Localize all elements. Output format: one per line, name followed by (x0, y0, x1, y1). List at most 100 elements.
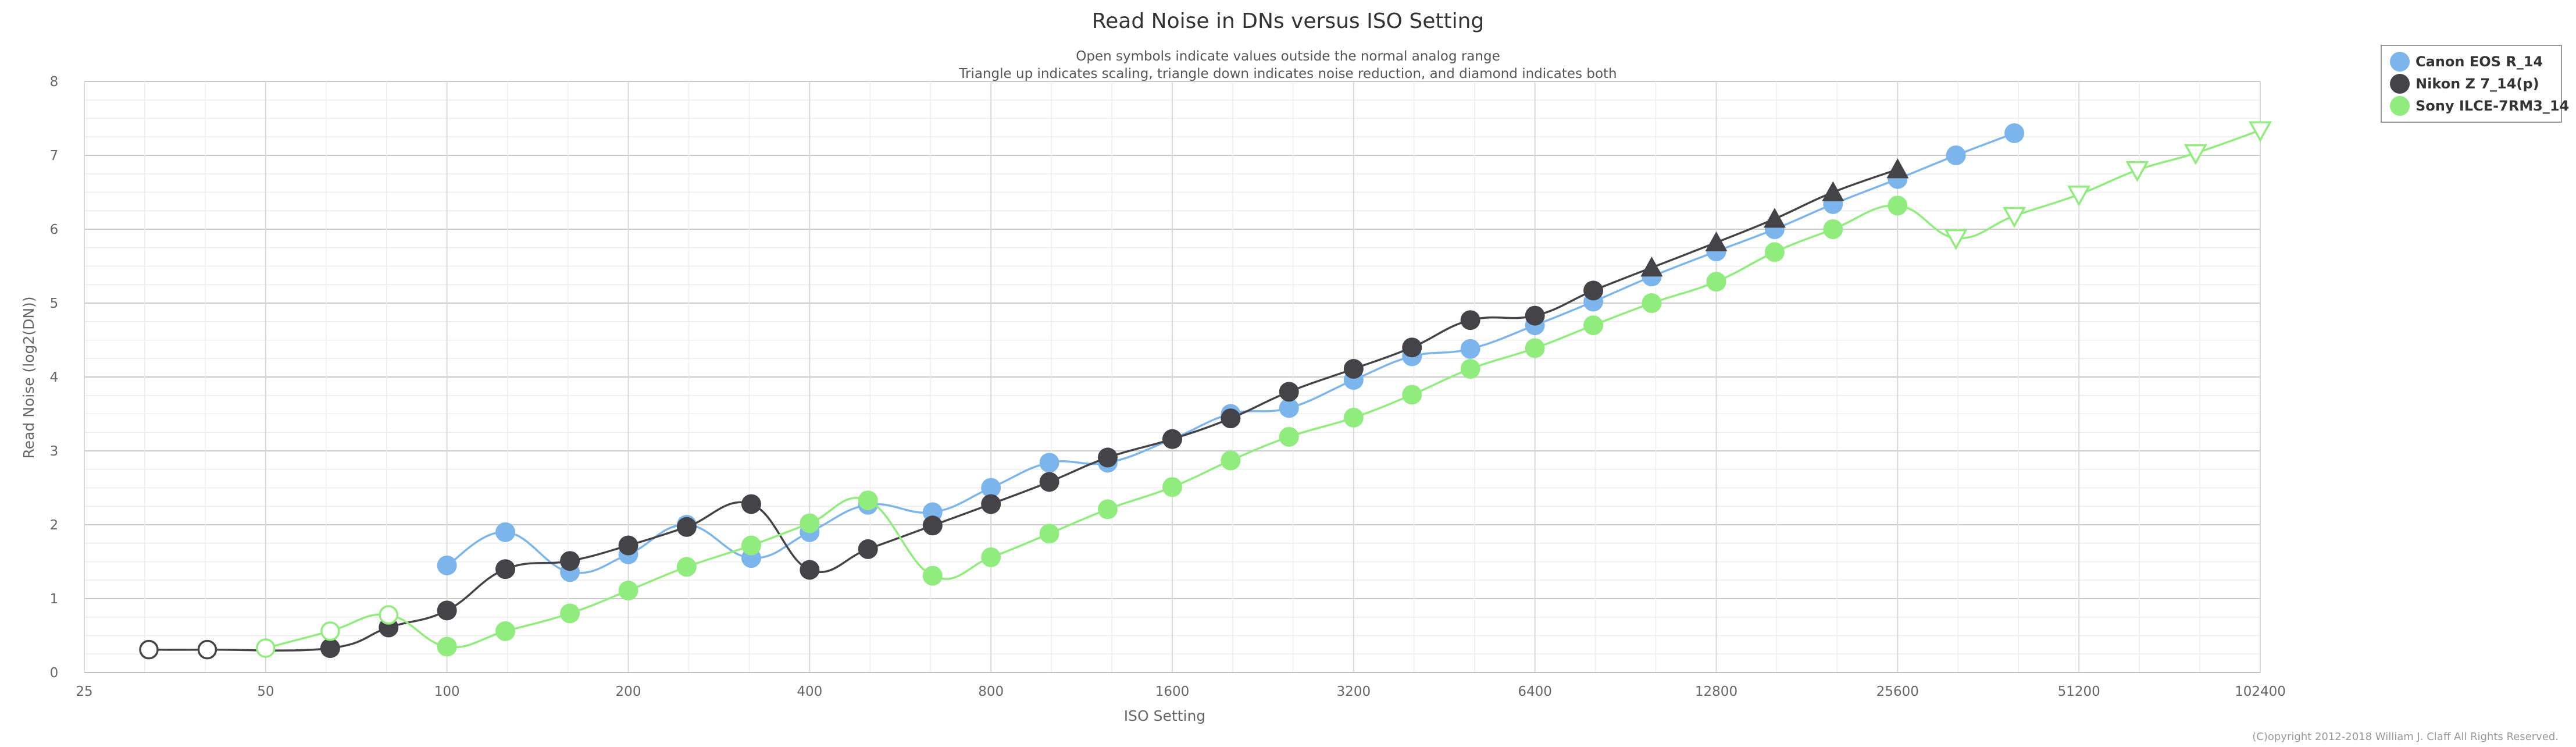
legend-item-canon[interactable]: Canon EOS R_14 (2390, 52, 2543, 72)
y-tick-label: 8 (50, 74, 59, 90)
data-point (1583, 315, 1604, 336)
y-tick-label: 7 (50, 148, 59, 163)
data-point (618, 581, 638, 601)
data-point (437, 636, 457, 657)
data-point (495, 621, 516, 641)
data-point (1343, 359, 1364, 379)
data-point (858, 490, 878, 511)
x-tick-label: 50 (257, 684, 274, 699)
chart-subtitle-line-1: Open symbols indicate values outside the… (1076, 49, 1500, 64)
data-point-open (139, 639, 159, 660)
data-point-triangle-up (1640, 257, 1663, 277)
data-point (1279, 382, 1299, 402)
data-point (560, 603, 580, 624)
legend-label-nikon: Nikon Z 7_14(p) (2416, 76, 2539, 92)
data-point (437, 600, 457, 621)
data-point (1039, 453, 1059, 473)
series-sony (256, 121, 2272, 658)
data-point (1525, 338, 1545, 358)
data-point-triangle-up (1763, 208, 1786, 228)
data-point-triangle-down-open (2125, 161, 2149, 183)
data-point-open (379, 605, 399, 625)
axes: 25 50 100 200 400 800 1600 3200 6400 12800 25600 51… (50, 74, 2286, 699)
x-tick-label: 1600 (1155, 684, 1190, 699)
data-point (922, 515, 943, 536)
data-point (800, 560, 820, 580)
data-point (437, 555, 457, 575)
data-point (495, 522, 516, 542)
legend-item-sony[interactable]: Sony ILCE-7RM3_14 (2390, 96, 2569, 116)
data-point (1888, 195, 1908, 216)
x-axis-title: ISO Setting (1124, 707, 1205, 724)
data-point (1642, 293, 1662, 313)
data-point (1097, 447, 1118, 468)
chart-subtitle-line-2: Triangle up indicates scaling, triangle … (958, 66, 1617, 81)
legend-box (2381, 45, 2562, 123)
data-point-triangle-down-open (2249, 121, 2272, 143)
legend-label-canon: Canon EOS R_14 (2416, 54, 2543, 70)
x-tick-label: 200 (616, 684, 641, 699)
data-point (1039, 524, 1059, 544)
data-point (1221, 408, 1241, 429)
data-point (1460, 339, 1480, 359)
data-point (1279, 426, 1299, 447)
legend-marker-nikon (2390, 74, 2410, 94)
data-point (1221, 450, 1241, 471)
x-tick-label: 25 (76, 684, 92, 699)
y-tick-label: 3 (50, 444, 59, 459)
data-point-triangle-down-open (2003, 207, 2026, 228)
data-point (1343, 407, 1364, 428)
data-point (1583, 280, 1604, 301)
x-tick-label: 3200 (1337, 684, 1371, 699)
x-tick-label: 6400 (1518, 684, 1552, 699)
chart-title: Read Noise in DNs versus ISO Setting (1092, 9, 1485, 33)
data-point (741, 535, 761, 556)
data-point-triangle-up (1705, 231, 1728, 252)
x-tick-label: 400 (797, 684, 822, 699)
data-point (922, 565, 943, 586)
data-point (1764, 242, 1785, 262)
legend-item-nikon[interactable]: Nikon Z 7_14(p) (2390, 74, 2539, 94)
data-point (1162, 477, 1182, 497)
data-point (858, 539, 878, 559)
data-point-triangle-down-open (2067, 185, 2091, 207)
data-point (981, 547, 1001, 567)
data-point-triangle-up (1886, 158, 1909, 179)
data-point (1402, 337, 1422, 358)
copyright-notice: (C)opyright 2012-2018 William J. Claff A… (2252, 731, 2559, 743)
data-point-open (197, 639, 217, 660)
data-point (1946, 145, 1966, 165)
x-tick-label: 51200 (2058, 684, 2100, 699)
data-point (1460, 310, 1480, 330)
x-tick-label: 12800 (1695, 684, 1737, 699)
legend-marker-canon (2390, 52, 2410, 72)
series-line-nikon (149, 168, 1898, 652)
x-tick-label: 100 (434, 684, 460, 699)
data-point (1279, 398, 1299, 418)
data-point-open (256, 638, 276, 658)
y-tick-label: 4 (50, 370, 59, 385)
data-point (1823, 219, 1843, 239)
y-tick-label: 1 (50, 592, 59, 607)
data-point (676, 517, 697, 537)
data-point-triangle-down-open (2183, 144, 2207, 165)
data-point (560, 551, 580, 571)
data-point-open (320, 621, 340, 641)
series-layer (139, 121, 2272, 660)
x-tick-label: 102400 (2235, 684, 2286, 699)
x-tick-label: 25600 (1876, 684, 1919, 699)
data-point (320, 638, 340, 659)
y-axis-title: Read Noise (log2(DN)) (20, 296, 37, 458)
data-point (676, 557, 697, 577)
data-point (618, 535, 638, 556)
data-point (1706, 272, 1726, 292)
data-point (495, 559, 516, 579)
legend: Canon EOS R_14 Nikon Z 7_14(p) Sony ILCE… (2381, 45, 2569, 123)
data-point (981, 494, 1001, 514)
data-point (1402, 385, 1422, 405)
y-tick-label: 6 (50, 222, 59, 237)
data-point (741, 494, 761, 514)
x-tick-label: 800 (978, 684, 1004, 699)
series-line-sony (265, 129, 2261, 649)
